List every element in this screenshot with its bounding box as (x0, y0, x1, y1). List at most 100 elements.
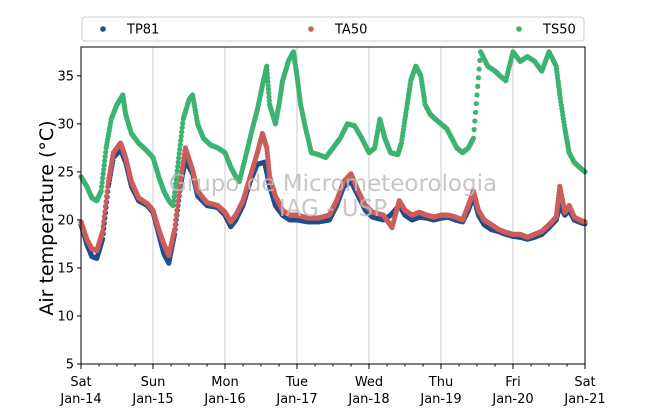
legend-entry: TA50 (308, 23, 367, 38)
data-point (172, 222, 178, 228)
data-point (174, 202, 181, 209)
data-point (175, 163, 181, 170)
data-point (174, 172, 180, 178)
data-point (178, 133, 184, 139)
data-point (265, 75, 271, 81)
data-point (477, 57, 483, 64)
data-point (473, 101, 479, 107)
data-point (472, 109, 479, 115)
data-point (471, 127, 477, 133)
data-point (177, 146, 183, 152)
y-tick-label: 35 (57, 69, 74, 84)
x-tick-date: Jan-21 (563, 392, 605, 407)
data-point (265, 78, 271, 85)
data-point (102, 158, 108, 164)
legend-box (81, 16, 585, 42)
data-point (177, 183, 183, 189)
data-point (99, 184, 105, 190)
x-tick-day: Tue (285, 375, 308, 390)
x-tick-date: Jan-16 (203, 392, 245, 407)
data-point (100, 171, 106, 177)
x-tick-date: Jan-18 (347, 392, 389, 407)
data-point (170, 202, 176, 209)
data-point (101, 213, 107, 220)
data-point (100, 223, 106, 230)
data-point (180, 120, 186, 126)
data-point (104, 193, 110, 200)
data-point (100, 175, 106, 181)
data-point (104, 188, 110, 195)
data-point (474, 92, 480, 98)
legend-marker (100, 26, 106, 32)
data-point (171, 194, 177, 200)
y-tick-label: 5 (66, 358, 74, 373)
data-point (175, 159, 181, 165)
data-points (78, 49, 588, 266)
data-point (264, 71, 270, 77)
data-point (102, 208, 108, 215)
series-TS50 (78, 49, 588, 209)
data-point (98, 188, 104, 194)
data-point (173, 212, 179, 218)
data-point (176, 155, 182, 161)
x-tick-date: Jan-19 (419, 392, 461, 407)
x-tick-day: Thu (428, 375, 453, 390)
data-point (178, 138, 184, 144)
x-tick-day: Mon (211, 375, 238, 390)
data-point (171, 198, 177, 204)
data-point (176, 193, 182, 199)
data-point (266, 90, 272, 96)
legend: TP81 TA50 TS50 (81, 16, 585, 42)
data-point (175, 198, 181, 204)
x-tick-date: Jan-20 (491, 392, 533, 407)
y-tick-label: 15 (57, 261, 74, 276)
data-point (100, 228, 106, 235)
data-point (173, 176, 179, 183)
x-tick-day: Sun (141, 375, 166, 390)
data-point (176, 188, 182, 194)
y-tick-label: 20 (57, 213, 74, 228)
x-axis: Sat Jan-14 Sun Jan-15 Mon Jan-16 Tue Jan-17 Wed J… (59, 364, 606, 407)
vertical-grid (152, 47, 514, 364)
data-point (102, 153, 108, 160)
x-tick-date: Jan-15 (131, 392, 173, 407)
data-point (179, 125, 185, 131)
data-point (99, 179, 105, 186)
data-point (470, 135, 476, 141)
watermark: Grupo de Micrometeorologia IAG - USP (169, 171, 497, 222)
data-point (475, 83, 481, 89)
y-axis-label: Air temperature (°C) (36, 120, 58, 315)
data-point (103, 198, 109, 205)
data-point (172, 226, 178, 233)
legend-label: TP81 (126, 23, 159, 38)
data-point (476, 66, 482, 72)
data-point (174, 168, 180, 174)
x-tick-date: Jan-17 (275, 392, 317, 407)
data-point (179, 129, 185, 135)
data-point (266, 94, 272, 100)
data-point (101, 166, 107, 173)
data-point (264, 63, 270, 69)
watermark-line1: Grupo de Micrometeorologia (169, 171, 497, 197)
x-tick-day: Sat (574, 375, 595, 390)
y-tick-label: 30 (57, 117, 74, 132)
data-point (265, 86, 272, 92)
x-tick-day: Fri (505, 375, 521, 390)
data-point (101, 218, 107, 225)
data-point (266, 98, 272, 104)
data-point (174, 207, 180, 213)
data-point (173, 181, 179, 187)
data-point (264, 67, 270, 73)
legend-entry: TS50 (516, 23, 576, 38)
y-tick-label: 10 (57, 309, 74, 324)
data-point (105, 183, 111, 190)
series-TA50 (78, 130, 588, 259)
x-tick-date: Jan-14 (59, 392, 101, 407)
data-point (172, 189, 178, 196)
data-point (172, 185, 178, 191)
legend-marker (516, 26, 522, 32)
data-point (177, 142, 183, 148)
x-tick-day: Sat (70, 375, 91, 390)
data-point (101, 162, 107, 168)
